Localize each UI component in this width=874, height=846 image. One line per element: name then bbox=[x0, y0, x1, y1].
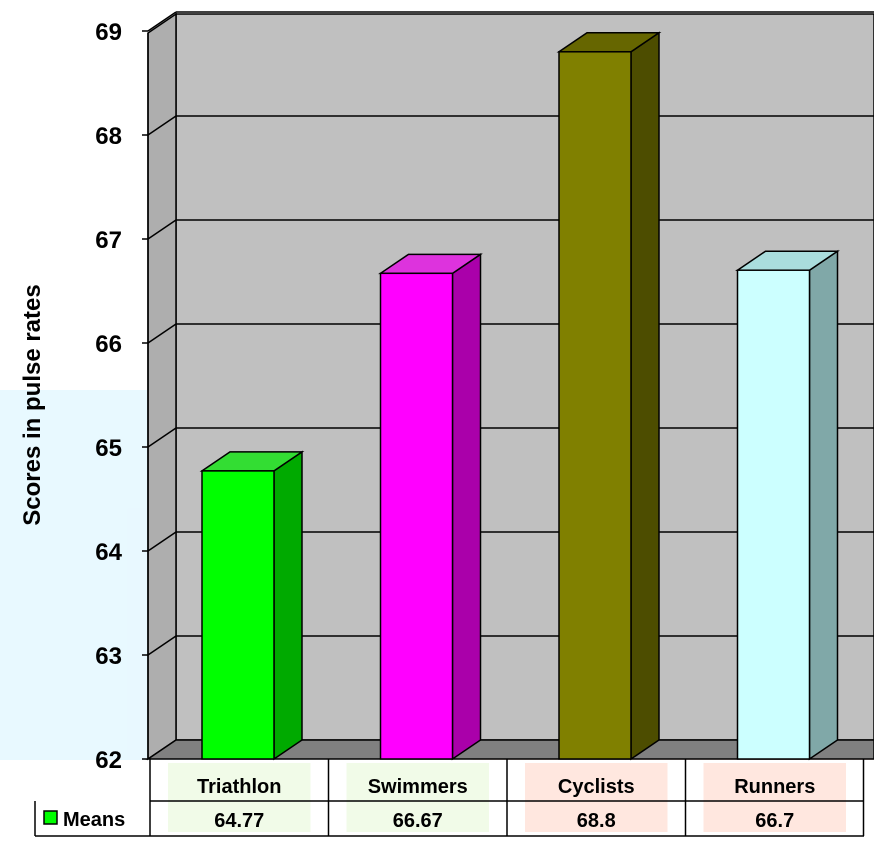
table-cell-bg bbox=[525, 763, 668, 832]
y-tick-label: 66 bbox=[95, 331, 122, 358]
data-value-label: 66.7 bbox=[755, 810, 794, 832]
data-table: Means Triathlon 64.77 Swimmers 66.67 Cyclists… bbox=[34, 759, 865, 837]
data-value-label: 68.8 bbox=[577, 810, 616, 832]
bar-swimmers bbox=[378, 252, 483, 761]
bar-front bbox=[379, 272, 454, 760]
bar-cyclists bbox=[556, 31, 662, 761]
gridline-side bbox=[147, 635, 177, 656]
x-category-label: Swimmers bbox=[368, 776, 468, 798]
bar-side bbox=[808, 249, 839, 761]
gridline-side bbox=[147, 323, 177, 344]
bar-front bbox=[558, 51, 632, 760]
x-category-label: Cyclists bbox=[558, 776, 635, 798]
gridline-side bbox=[147, 531, 177, 552]
x-category-label: Triathlon bbox=[197, 776, 281, 798]
y-tick-label: 62 bbox=[95, 747, 122, 774]
y-tick-label: 69 bbox=[95, 19, 122, 46]
legend-swatch bbox=[43, 810, 58, 825]
bar-front bbox=[201, 470, 275, 760]
y-tick-label: 64 bbox=[95, 539, 122, 566]
gridline-side bbox=[147, 11, 177, 32]
bars bbox=[199, 31, 840, 761]
table-cell-bg bbox=[168, 763, 311, 832]
table-cell-bg bbox=[346, 763, 489, 832]
bar-runners bbox=[735, 249, 840, 761]
y-tick-label: 68 bbox=[95, 123, 122, 150]
bar-side bbox=[273, 450, 303, 761]
x-category-label: Runners bbox=[734, 776, 815, 798]
gridline-side bbox=[147, 219, 177, 240]
y-axis-title: Scores in pulse rates bbox=[19, 284, 46, 525]
y-tick-label: 63 bbox=[95, 643, 122, 670]
data-value-label: 64.77 bbox=[214, 810, 264, 832]
bar-side bbox=[451, 252, 482, 761]
gridline-side bbox=[147, 115, 177, 136]
data-value-label: 66.67 bbox=[393, 810, 443, 832]
bar-side bbox=[630, 31, 660, 761]
gridline-side bbox=[147, 427, 177, 448]
y-axis-ticks: 62 63 64 65 66 67 68 69 bbox=[95, 19, 149, 774]
bar-triathlon bbox=[199, 450, 305, 761]
y-tick-label: 67 bbox=[95, 227, 122, 254]
bar-front bbox=[736, 269, 811, 760]
legend-label: Means bbox=[63, 809, 125, 831]
table-cell-bg bbox=[703, 763, 846, 832]
y-tick-label: 65 bbox=[95, 435, 122, 462]
